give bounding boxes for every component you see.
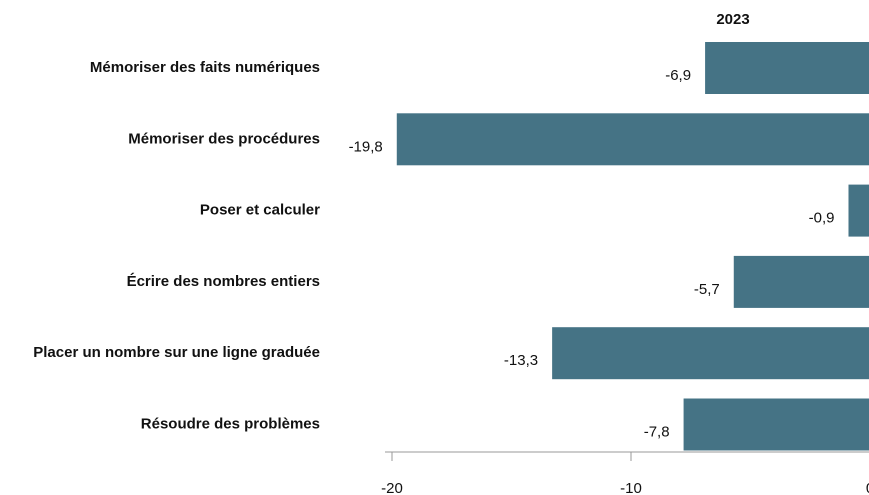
y-tick-label: Placer un nombre sur une ligne graduée xyxy=(33,344,320,361)
value-label: -13,3 xyxy=(504,352,538,369)
y-tick-label: Mémoriser des procédures xyxy=(128,130,320,147)
chart-title: 2023 xyxy=(716,11,749,28)
bar xyxy=(552,327,869,380)
value-label: -7,8 xyxy=(644,423,670,440)
y-tick-label: Écrire des nombres entiers xyxy=(127,273,320,290)
bar xyxy=(848,184,869,237)
bar xyxy=(683,398,869,451)
value-label: -0,9 xyxy=(809,210,835,227)
x-tick-label: 0 xyxy=(866,480,869,495)
value-label: -5,7 xyxy=(694,281,720,298)
value-label: -19,8 xyxy=(349,138,383,155)
bar xyxy=(705,42,869,94)
y-tick-label: Poser et calculer xyxy=(200,202,320,219)
y-tick-label: Résoudre des problèmes xyxy=(141,415,320,432)
bar xyxy=(733,255,869,308)
y-tick-label: Mémoriser des faits numériques xyxy=(90,59,320,76)
bar xyxy=(396,113,869,166)
x-tick-label: -10 xyxy=(620,480,642,495)
x-tick-label: -20 xyxy=(381,480,403,495)
value-label: -6,9 xyxy=(665,67,691,84)
